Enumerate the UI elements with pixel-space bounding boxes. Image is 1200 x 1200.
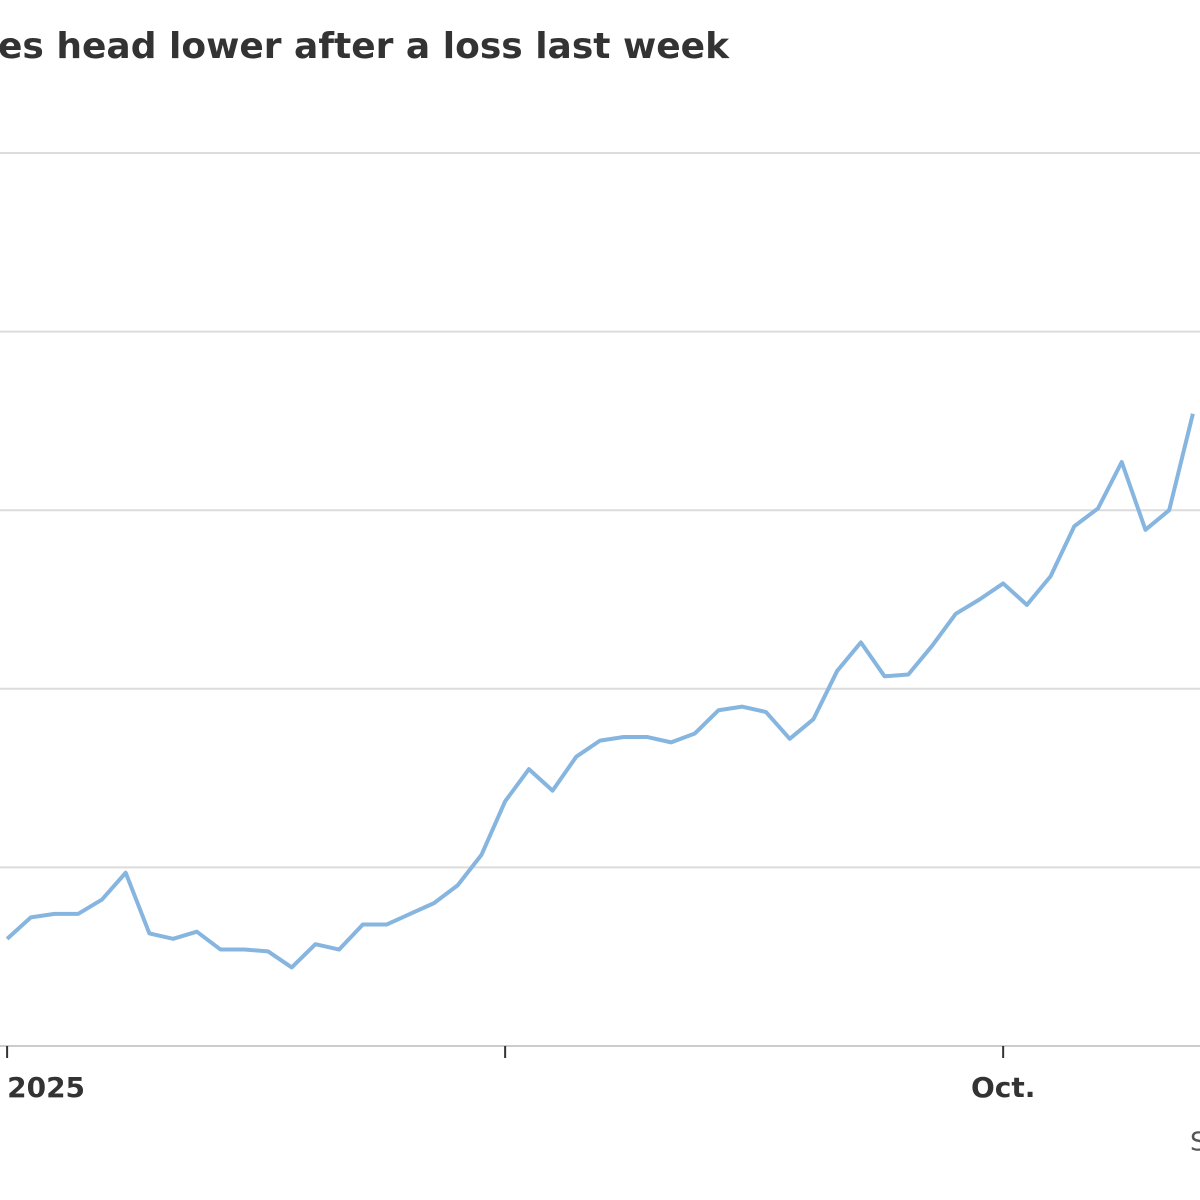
source: S [1190,1128,1200,1158]
x-tick-label: 2025 [7,1071,85,1104]
x-tick-label: Oct. [971,1071,1035,1104]
data-line [5,413,1195,970]
chart-title: es head lower after a loss last week [0,26,730,67]
